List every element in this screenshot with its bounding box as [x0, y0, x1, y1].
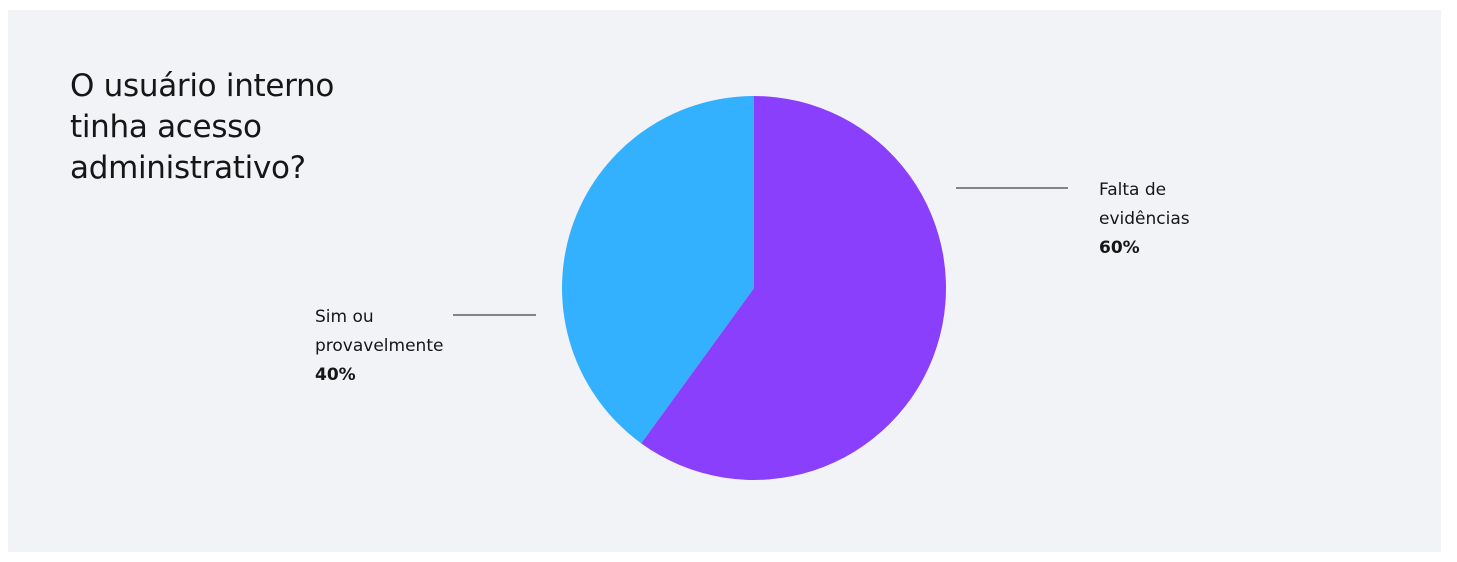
slice-value-label: 40%: [315, 365, 356, 385]
slice-label: Falta de: [1099, 180, 1166, 200]
pie-callouts: Falta de evidências 60% Sim ou provavelmente…: [315, 180, 1190, 385]
pie-slice: [561, 96, 754, 444]
slice-value-label: 60%: [1099, 238, 1140, 258]
pie-slices: [561, 96, 946, 480]
slice-label: provavelmente: [315, 336, 443, 356]
slice-label: Sim ou: [315, 307, 374, 327]
chart-title: O usuário interno tinha acesso administr…: [70, 68, 335, 186]
pie-slice: [641, 96, 946, 480]
slice-label: evidências: [1099, 209, 1190, 229]
